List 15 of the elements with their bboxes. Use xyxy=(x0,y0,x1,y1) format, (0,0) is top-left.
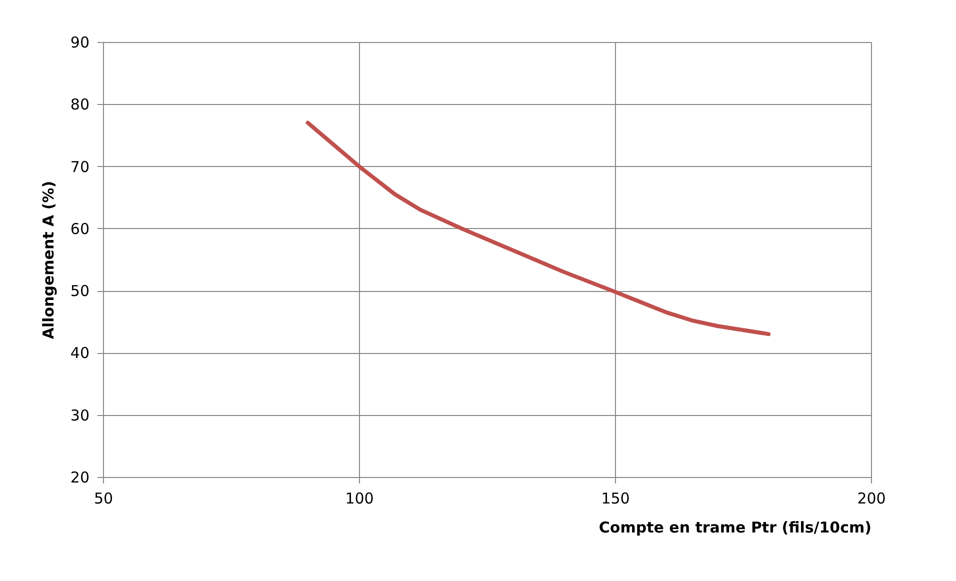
x-tick-label: 200 xyxy=(857,490,886,508)
y-axis-title: Allongement A (%) xyxy=(39,180,58,340)
y-tick-label: 60 xyxy=(70,220,90,238)
x-tick-label: 100 xyxy=(345,490,374,508)
y-tick-label: 30 xyxy=(70,406,90,424)
x-axis-title: Compte en trame Ptr (fils/10cm) xyxy=(598,518,872,536)
y-tick-label: 90 xyxy=(70,34,90,52)
x-tick-label: 50 xyxy=(94,490,114,508)
y-tick-label: 50 xyxy=(70,282,90,300)
y-tick-label: 70 xyxy=(70,158,90,176)
y-tick-label: 80 xyxy=(70,96,90,114)
x-tick-label: 150 xyxy=(601,490,630,508)
line-series xyxy=(306,120,771,336)
y-tick-label: 40 xyxy=(70,344,90,362)
y-tick-label: 20 xyxy=(70,468,90,486)
